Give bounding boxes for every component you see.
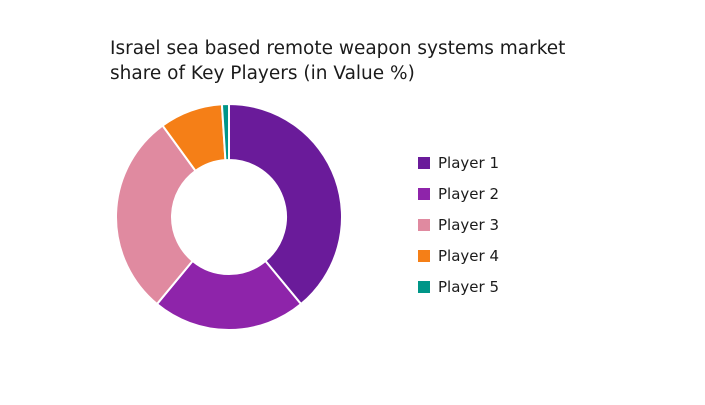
legend-item-player-5: Player 5 [418,271,499,302]
donut-slice-player-1 [228,102,343,306]
donut-slices [115,102,343,331]
legend-label-player-3: Player 3 [438,215,499,234]
legend-item-player-2: Player 2 [418,178,499,209]
legend-swatch-player-4 [418,249,430,262]
donut-slice-player-2 [155,259,303,331]
legend-label-player-1: Player 1 [438,153,499,172]
donut-slice-player-3 [115,124,197,306]
legend-item-player-4: Player 4 [418,240,499,271]
chart-title-line-2: share of Key Players (in Value %) [110,63,415,84]
legend-label-player-5: Player 5 [438,277,499,296]
legend-swatch-player-3 [418,218,430,231]
legend-item-player-3: Player 3 [418,209,499,240]
legend-swatch-player-1 [418,156,430,169]
legend-swatch-player-5 [418,280,430,293]
legend-label-player-2: Player 2 [438,184,499,203]
legend-label-player-4: Player 4 [438,246,499,265]
chart-title: Israel sea based remote weapon systems m… [110,36,590,86]
legend-swatch-player-2 [418,187,430,200]
legend-item-player-1: Player 1 [418,147,499,178]
donut-slice-player-5 [220,102,230,162]
chart-title-line-1: Israel sea based remote weapon systems m… [110,38,566,59]
chart-legend: Player 1 Player 2 Player 3 Player 4 Play… [418,147,499,302]
